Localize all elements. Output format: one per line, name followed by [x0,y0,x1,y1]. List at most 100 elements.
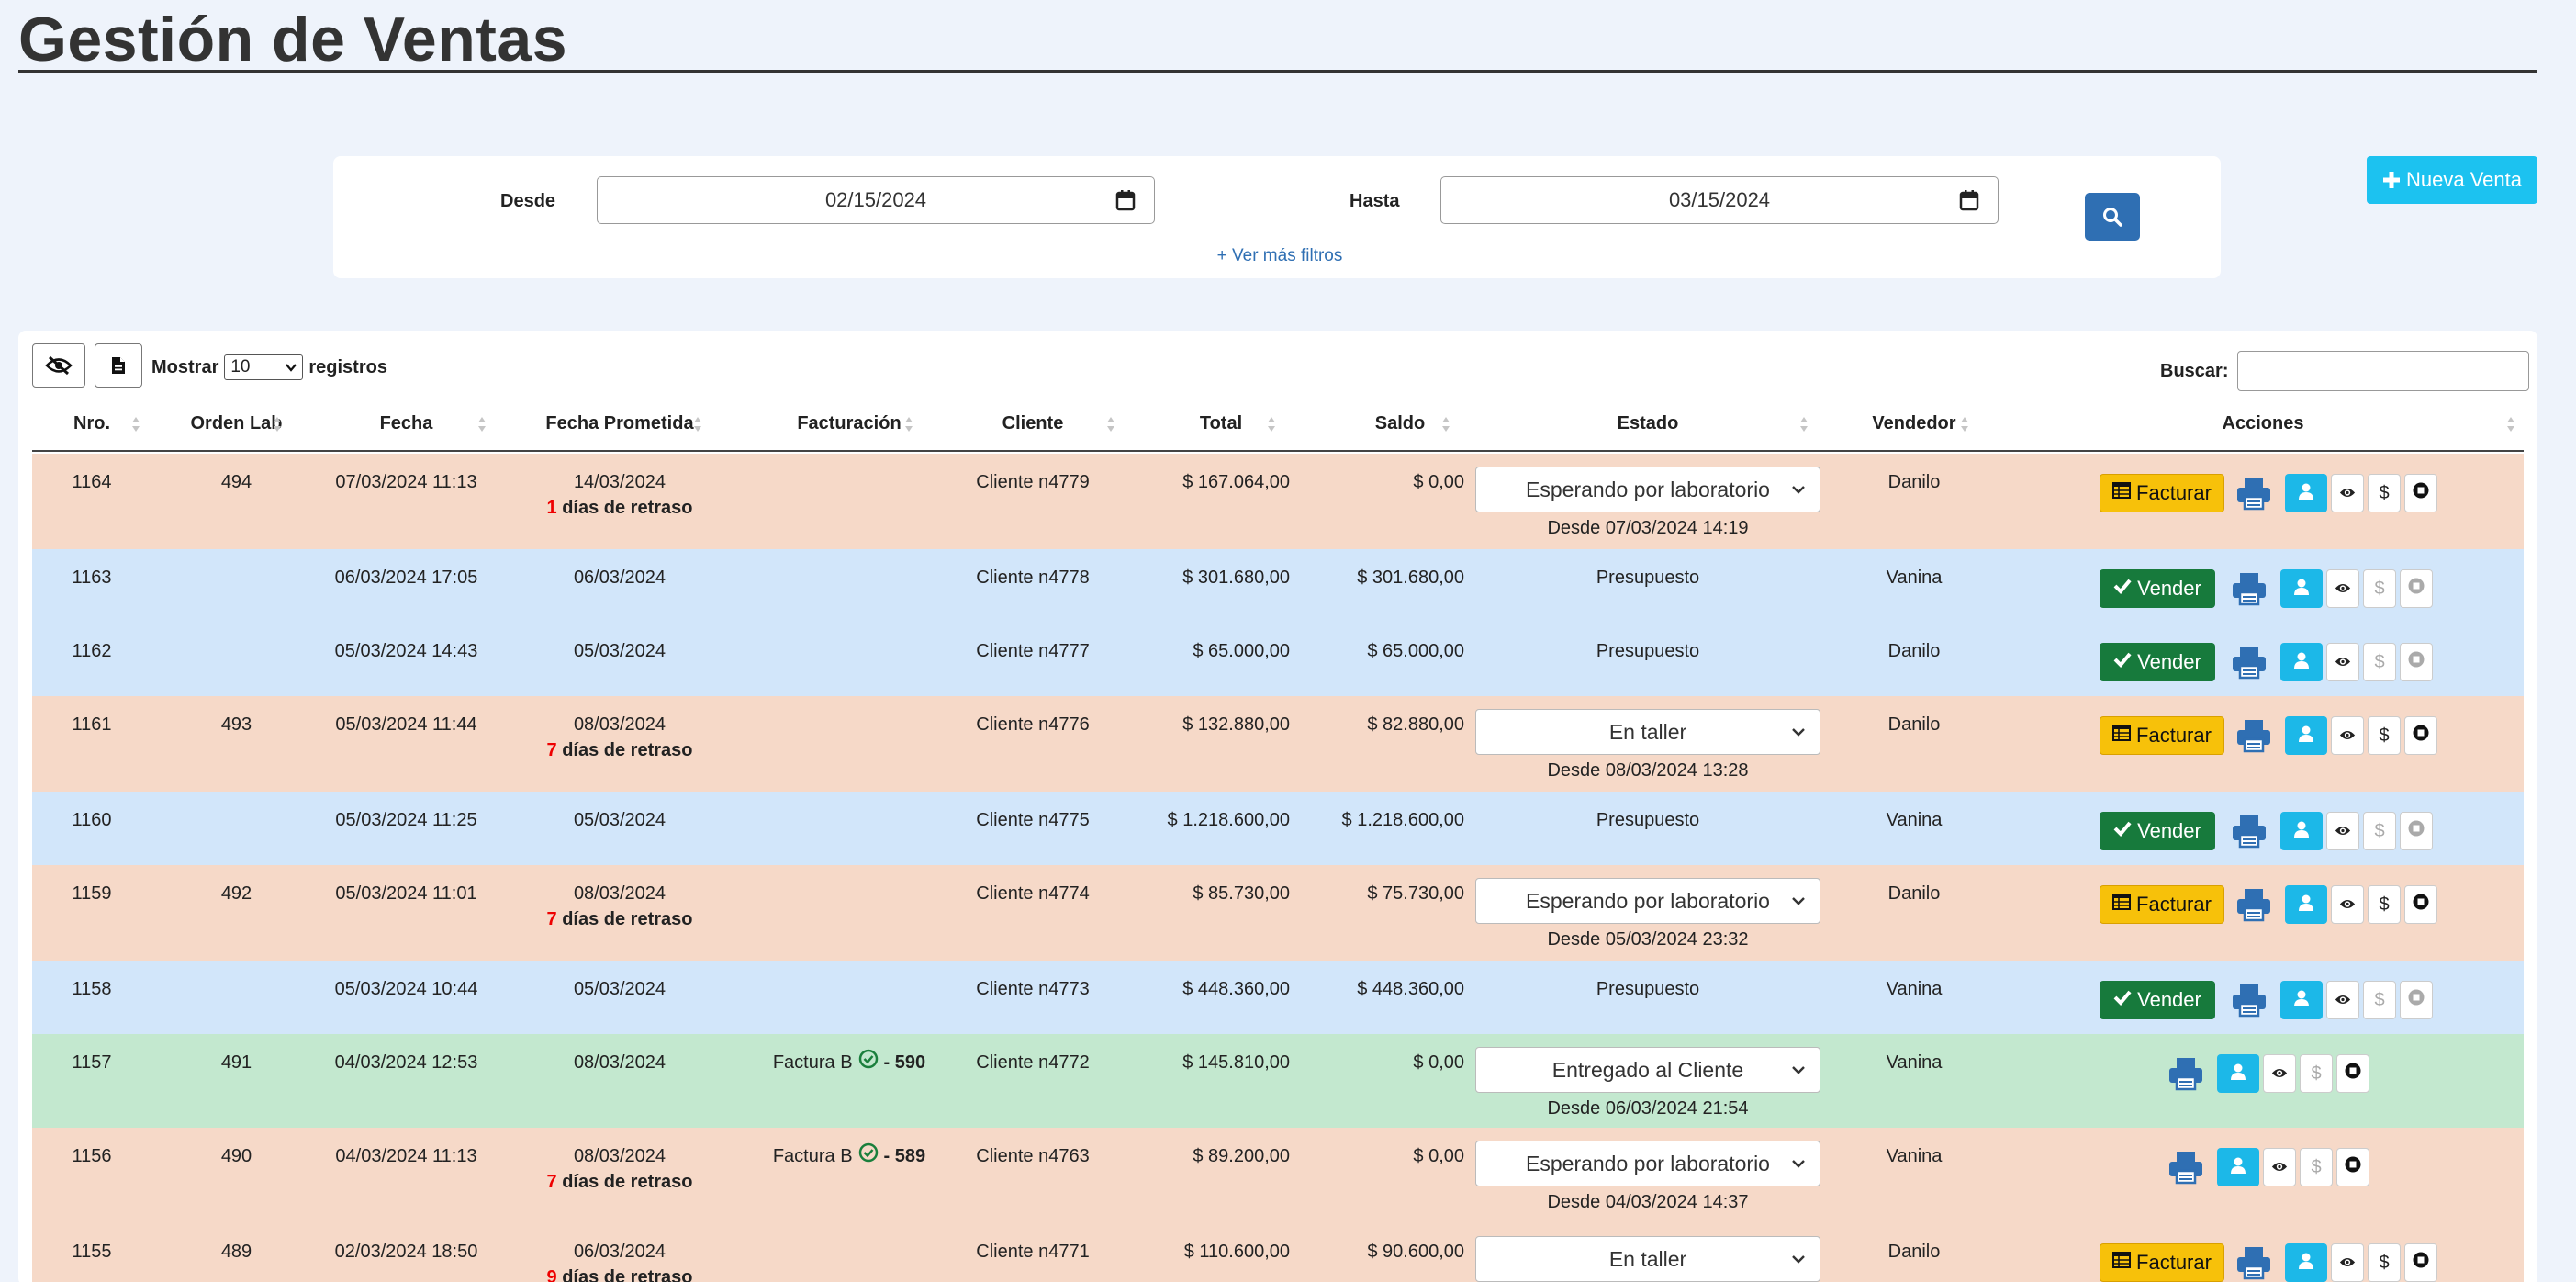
table-search-input[interactable] [2237,351,2530,391]
col-total[interactable]: Total [1199,412,1243,433]
print-icon[interactable] [2231,644,2268,680]
col-estado[interactable]: Estado [1617,412,1679,433]
cell-fecha-prometida: 14/03/2024 [573,472,666,492]
view-button[interactable] [2326,569,2359,608]
view-button[interactable] [2331,885,2364,924]
col-nro[interactable]: Nro. [73,412,110,433]
print-icon[interactable] [2235,1244,2272,1281]
print-icon[interactable] [2235,717,2272,754]
calendar-icon[interactable] [1115,189,1136,211]
print-icon[interactable] [2231,813,2268,849]
vender-button[interactable]: Vender [2100,569,2215,608]
payment-button[interactable]: $ [2368,716,2401,755]
col-fecha[interactable]: Fecha [379,412,433,433]
view-button[interactable] [2331,474,2364,512]
payment-button[interactable]: $ [2300,1148,2333,1186]
col-saldo[interactable]: Saldo [1374,412,1426,433]
print-icon[interactable] [2231,982,2268,1018]
toggle-columns-button[interactable] [32,343,85,388]
cancel-button[interactable] [2404,716,2437,755]
payment-button[interactable]: $ [2368,1243,2401,1282]
facturar-button[interactable]: Facturar [2100,716,2224,755]
estado-select[interactable]: Esperando por laboratorio [1475,467,1820,512]
search-button[interactable] [2085,193,2140,241]
user-button[interactable] [2280,643,2323,681]
cancel-button[interactable] [2404,1243,2437,1282]
cancel-button[interactable] [2336,1148,2369,1186]
col-acciones[interactable]: Acciones [2222,412,2304,433]
payment-button[interactable]: $ [2363,569,2396,608]
user-button[interactable] [2217,1148,2259,1186]
estado-select[interactable]: Esperando por laboratorio [1475,878,1820,924]
col-cliente[interactable]: Cliente [1002,412,1064,433]
user-icon [2297,1252,2315,1275]
cancel-button[interactable] [2336,1054,2369,1093]
view-button[interactable] [2331,1243,2364,1282]
sort-icon [1961,417,1968,432]
vender-button[interactable]: Vender [2100,812,2215,850]
new-sale-label: Nueva Venta [2406,168,2522,191]
page-size-select[interactable]: 10 [224,354,304,380]
view-button[interactable] [2326,812,2359,850]
vender-button[interactable]: Vender [2100,981,2215,1019]
estado-select[interactable]: Entregado al Cliente [1475,1047,1820,1093]
cancel-button[interactable] [2400,812,2433,850]
new-sale-button[interactable]: Nueva Venta [2367,156,2537,204]
cell-cliente: Cliente n4775 [976,810,1090,830]
col-orden-lab[interactable]: Orden Lab [190,412,283,433]
facturar-button[interactable]: Facturar [2100,474,2224,512]
estado-select[interactable]: En taller [1475,1236,1820,1282]
cancel-button[interactable] [2400,569,2433,608]
print-icon[interactable] [2235,475,2272,512]
print-icon[interactable] [2235,886,2272,923]
user-button[interactable] [2280,812,2323,850]
view-button[interactable] [2331,716,2364,755]
facturar-button[interactable]: Facturar [2100,1243,2224,1282]
payment-button[interactable]: $ [2368,474,2401,512]
payment-button[interactable]: $ [2363,981,2396,1019]
more-filters-link[interactable]: + Ver más filtros [1216,246,1343,265]
cancel-button[interactable] [2404,474,2437,512]
mostrar-label: Mostrar [151,356,219,377]
eye-slash-icon [45,355,73,376]
cell-fecha-prometida: 05/03/2024 [573,641,666,661]
cell-vendedor: Danilo [1887,714,1941,735]
estado-select[interactable]: En taller [1475,709,1820,755]
cancel-button[interactable] [2404,885,2437,924]
view-button[interactable] [2326,981,2359,1019]
cell-saldo: $ 448.360,00 [1357,979,1464,999]
cancel-button[interactable] [2400,981,2433,1019]
user-button[interactable] [2285,716,2327,755]
cancel-button[interactable] [2400,643,2433,681]
estado-select[interactable]: Esperando por laboratorio [1475,1141,1820,1186]
payment-button[interactable]: $ [2368,885,2401,924]
user-button[interactable] [2285,885,2327,924]
hasta-date-input[interactable]: 03/15/2024 [1440,176,1999,224]
col-fecha-prometida[interactable]: Fecha Prometida [545,412,694,433]
user-button[interactable] [2280,981,2323,1019]
vender-button[interactable]: Vender [2100,643,2215,681]
eye-icon [2335,990,2351,1011]
user-button[interactable] [2285,474,2327,512]
desde-date-input[interactable]: 02/15/2024 [597,176,1155,224]
facturar-button[interactable]: Facturar [2100,885,2224,924]
user-button[interactable] [2285,1243,2327,1282]
view-button[interactable] [2326,643,2359,681]
user-button[interactable] [2280,569,2323,608]
payment-button[interactable]: $ [2300,1054,2333,1093]
payment-button[interactable]: $ [2363,812,2396,850]
user-button[interactable] [2217,1054,2259,1093]
print-icon[interactable] [2167,1055,2204,1092]
calendar-icon[interactable] [1959,189,1979,211]
user-icon [2297,894,2315,917]
cell-facturacion: Factura B - 589 [739,1142,959,1169]
print-icon[interactable] [2231,570,2268,607]
view-button[interactable] [2263,1054,2296,1093]
print-icon[interactable] [2167,1149,2204,1186]
col-vendedor[interactable]: Vendedor [1872,412,1956,433]
cell-cliente: Cliente n4779 [976,472,1090,492]
view-button[interactable] [2263,1148,2296,1186]
payment-button[interactable]: $ [2363,643,2396,681]
export-button[interactable] [95,343,142,388]
col-facturacion[interactable]: Facturación [797,412,902,433]
